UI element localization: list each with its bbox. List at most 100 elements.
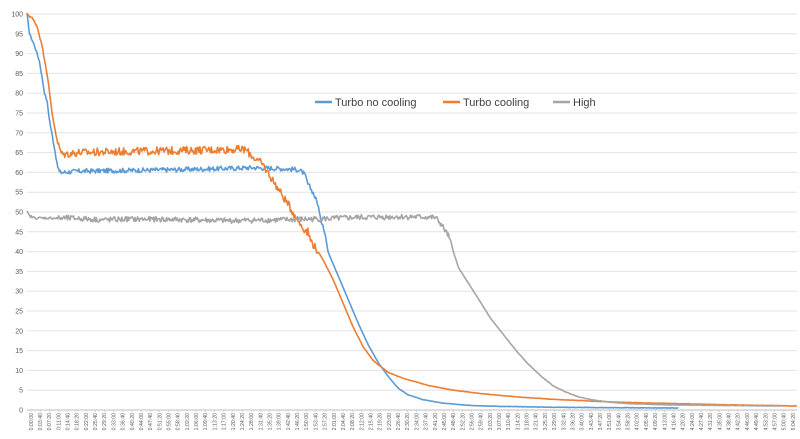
x-tick-label: 1:39:00 <box>277 413 283 430</box>
x-tick-label: 4:38:40 <box>727 413 733 430</box>
y-tick-label: 65 <box>15 150 23 157</box>
y-tick-label: 55 <box>15 190 23 197</box>
x-tick-label: 2:23:00 <box>387 413 393 430</box>
series-line-turbo-no-cooling <box>26 12 679 409</box>
x-tick-label: 0:18:20 <box>75 413 81 430</box>
series-line-high <box>26 210 780 407</box>
legend: Turbo no cooling Turbo cooling High <box>315 97 596 109</box>
x-tick-label: 0:33:00 <box>111 413 117 430</box>
legend-label: High <box>573 97 596 109</box>
y-tick-label: 20 <box>15 328 23 335</box>
legend-label: Turbo no cooling <box>335 97 417 109</box>
x-tick-label: 3:14:20 <box>515 413 521 430</box>
legend-label: Turbo cooling <box>463 97 529 109</box>
x-tick-label: 4:35:00 <box>717 413 723 430</box>
y-tick-label: 40 <box>15 249 23 256</box>
x-tick-label: 2:08:20 <box>350 413 356 430</box>
x-tick-label: 4:42:20 <box>736 413 742 430</box>
x-tick-label: 2:41:20 <box>433 413 439 430</box>
x-tick-label: 1:20:40 <box>231 413 237 430</box>
gridlines <box>27 13 797 411</box>
x-tick-label: 2:48:40 <box>451 413 457 430</box>
x-tick-label: 1:02:20 <box>185 413 191 430</box>
x-tick-label: 3:18:00 <box>525 413 531 430</box>
x-tick-label: 4:49:40 <box>754 413 760 430</box>
x-tick-label: 3:47:20 <box>598 413 604 430</box>
x-tick-label: 0:55:00 <box>167 413 173 430</box>
series-lines <box>26 12 797 409</box>
x-tick-label: 3:25:20 <box>543 413 549 430</box>
x-tick-label: 3:21:40 <box>534 413 540 430</box>
x-tick-label: 2:04:40 <box>341 413 347 430</box>
y-tick-label: 90 <box>15 51 23 58</box>
x-tick-label: 1:42:40 <box>286 413 292 430</box>
x-tick-label: 3:40:00 <box>580 413 586 430</box>
x-tick-label: 2:56:00 <box>469 413 475 430</box>
x-tick-label: 1:46:20 <box>295 413 301 430</box>
x-tick-label: 2:45:00 <box>442 413 448 430</box>
x-tick-label: 3:29:00 <box>552 413 558 430</box>
x-tick-label: 3:32:40 <box>561 413 567 430</box>
x-tick-label: 0:51:20 <box>157 413 163 430</box>
x-tick-label: 3:54:40 <box>616 413 622 430</box>
x-tick-label: 1:50:00 <box>304 413 310 430</box>
x-tick-label: 0:07:20 <box>47 413 53 430</box>
y-tick-label: 0 <box>19 408 23 415</box>
x-tick-label: 1:17:00 <box>222 413 228 430</box>
x-tick-label: 1:35:20 <box>267 413 273 430</box>
y-tick-label: 45 <box>15 229 23 236</box>
y-tick-label: 10 <box>15 368 23 375</box>
x-tick-label: 2:19:20 <box>378 413 384 430</box>
x-tick-label: 4:24:00 <box>690 413 696 430</box>
x-tick-label: 1:09:40 <box>203 413 209 430</box>
x-tick-label: 2:34:00 <box>414 413 420 430</box>
x-tick-label: 1:06:00 <box>194 413 200 430</box>
x-tick-label: 0:40:20 <box>130 413 136 430</box>
x-tick-label: 0:36:40 <box>121 413 127 430</box>
x-tick-label: 1:24:20 <box>240 413 246 430</box>
x-tick-label: 4:02:00 <box>635 413 641 430</box>
y-tick-label: 25 <box>15 309 23 316</box>
y-tick-label: 75 <box>15 111 23 118</box>
x-tick-label: 4:31:20 <box>708 413 714 430</box>
x-tick-label: 3:43:40 <box>589 413 595 430</box>
y-tick-label: 30 <box>15 289 23 296</box>
x-tick-label: 4:20:20 <box>681 413 687 430</box>
x-tick-label: 2:26:40 <box>396 413 402 430</box>
x-tick-label: 0:00:00 <box>29 413 35 430</box>
series-line-turbo-cooling <box>26 12 797 407</box>
x-tick-label: 2:59:40 <box>479 413 485 430</box>
x-tick-label: 5:04:20 <box>791 413 797 430</box>
x-tick-label: 4:57:00 <box>772 413 778 430</box>
x-tick-label: 0:44:00 <box>139 413 145 430</box>
x-tick-label: 0:03:40 <box>38 413 44 430</box>
x-tick-label: 3:07:00 <box>497 413 503 430</box>
y-axis-ticks: 0 5 10 15 20 25 30 35 40 45 50 55 60 65 70 75 80 85 90 95 10… <box>11 12 23 415</box>
x-tick-label: 2:01:00 <box>332 413 338 430</box>
x-tick-label: 4:46:00 <box>745 413 751 430</box>
x-tick-label: 0:58:40 <box>176 413 182 430</box>
y-tick-label: 50 <box>15 210 23 217</box>
y-tick-label: 100 <box>11 12 23 19</box>
x-tick-label: 1:13:20 <box>212 413 218 430</box>
x-tick-label: 3:03:20 <box>488 413 494 430</box>
x-tick-label: 0:22:00 <box>84 413 90 430</box>
x-tick-label: 3:51:00 <box>607 413 613 430</box>
x-tick-label: 0:47:40 <box>148 413 154 430</box>
x-tick-label: 2:37:40 <box>424 413 430 430</box>
x-tick-label: 4:09:20 <box>653 413 659 430</box>
x-tick-label: 0:29:20 <box>102 413 108 430</box>
x-tick-label: 4:27:40 <box>699 413 705 430</box>
x-axis-ticks: 0:00:00 0:03:40 0:07:20 0:11:00 0:14:40 0:18:… <box>29 410 797 430</box>
x-tick-label: 2:30:20 <box>405 413 411 430</box>
y-tick-label: 60 <box>15 170 23 177</box>
x-tick-label: 1:53:40 <box>313 413 319 430</box>
x-tick-label: 1:28:00 <box>249 413 255 430</box>
y-tick-label: 70 <box>15 130 23 137</box>
x-tick-label: 0:25:40 <box>93 413 99 430</box>
x-tick-label: 3:36:20 <box>570 413 576 430</box>
x-tick-label: 5:00:40 <box>782 413 788 430</box>
y-tick-label: 5 <box>19 388 23 395</box>
